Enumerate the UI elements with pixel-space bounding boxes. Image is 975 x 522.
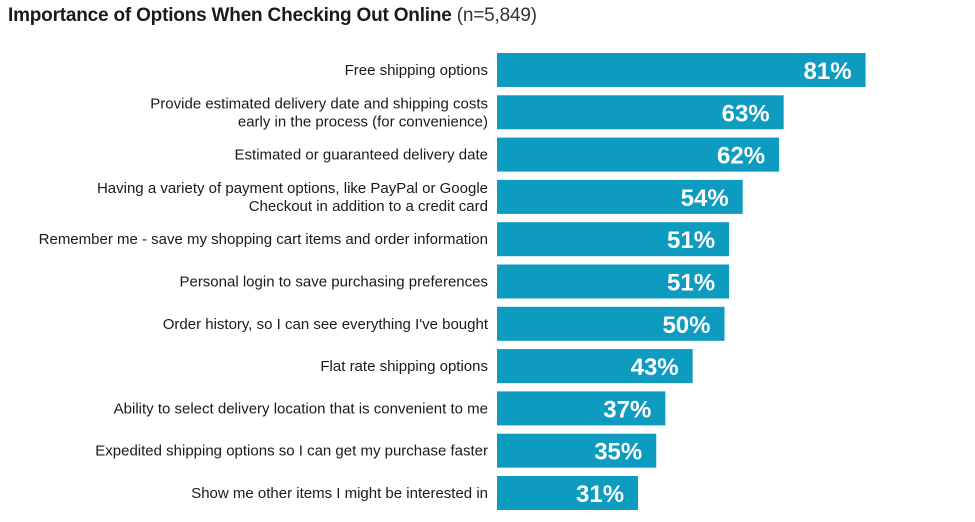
bar-group-1: 81% Free shipping options	[345, 53, 866, 87]
bar-6	[497, 264, 730, 299]
category-label-2-line-2: early in the process (for convenience)	[238, 113, 488, 130]
category-label-7: Order history, so I can see everything I…	[163, 316, 489, 333]
category-label-9: Ability to select delivery location that…	[114, 400, 488, 417]
bar-group-10: 35% Expedited shipping options so I can g…	[95, 433, 657, 468]
category-label-6: Personal login to save purchasing prefer…	[179, 274, 488, 291]
bar-5	[497, 222, 730, 257]
category-label-3: Estimated or guaranteed delivery date	[235, 147, 488, 164]
chart-subtitle: (n=5,849)	[456, 5, 537, 26]
value-label-5: 51%	[667, 227, 715, 254]
bar-7	[497, 306, 725, 341]
value-label-2: 63%	[722, 100, 770, 127]
bar-8	[497, 349, 693, 384]
value-label-6: 51%	[667, 270, 715, 297]
category-label-5: Remember me - save my shopping cart item…	[39, 231, 488, 248]
bar-1	[497, 53, 866, 87]
value-label-4: 54%	[681, 185, 729, 212]
category-label-11: Show me other items I might be intereste…	[191, 485, 488, 502]
category-label-4-line-2: Checkout in addition to a credit card	[249, 198, 488, 215]
bar-4	[497, 179, 743, 214]
bar-group-5: 51% Remember me - save my shopping cart i…	[39, 222, 730, 257]
chart-title: Importance of Options When Checking Out …	[8, 5, 452, 26]
value-label-9: 37%	[603, 396, 651, 423]
category-label-4-line-1: Having a variety of payment options, lik…	[97, 180, 488, 197]
value-label-3: 62%	[717, 143, 765, 170]
category-label-2-line-1: Provide estimated delivery date and ship…	[150, 95, 488, 112]
chart-title-block: Importance of Options When Checking Out …	[8, 4, 537, 28]
bar-group-8: 43% Flat rate shipping options	[320, 349, 693, 384]
category-label-1: Free shipping options	[345, 62, 488, 79]
value-label-10: 35%	[594, 439, 642, 466]
value-label-7: 50%	[662, 312, 710, 339]
bar-9	[497, 391, 666, 426]
bar-11	[497, 476, 639, 510]
category-label-8: Flat rate shipping options	[320, 358, 488, 375]
bar-group-6: 51% Personal login to save purchasing pre…	[179, 264, 730, 299]
value-label-8: 43%	[631, 354, 679, 381]
bar-group-4: 54% Having a variety of payment options, …	[97, 179, 743, 215]
bar-2	[497, 95, 784, 130]
bar-group-11: 31% Show me other items I might be intere…	[191, 476, 639, 510]
bar-3	[497, 137, 780, 172]
category-label-10: Expedited shipping options so I can get …	[95, 443, 488, 460]
value-label-11: 31%	[576, 481, 624, 508]
bar-group-2: 63% Provide estimated delivery date and s…	[150, 95, 784, 130]
value-label-1: 81%	[804, 58, 852, 85]
bar-10	[497, 433, 657, 468]
bar-group-9: 37% Ability to select delivery location t…	[114, 391, 666, 426]
bar-group-7: 50% Order history, so I can see everythin…	[163, 306, 725, 341]
bar-group-3: 62% Estimated or guaranteed delivery date	[235, 137, 780, 172]
